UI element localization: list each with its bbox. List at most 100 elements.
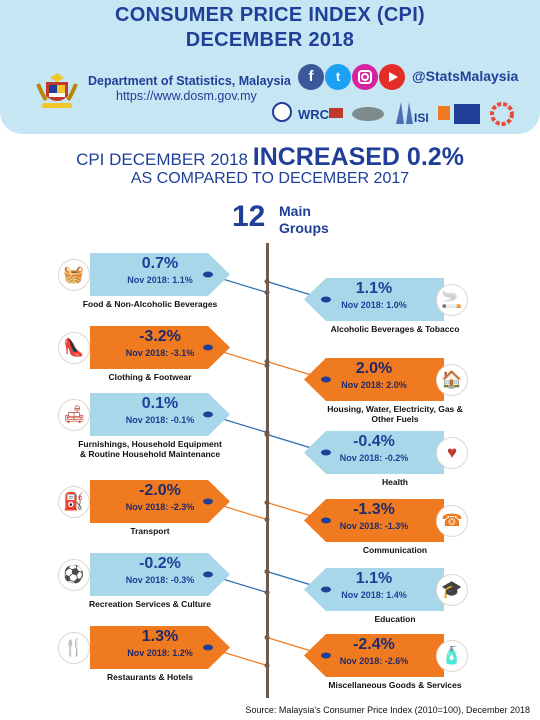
group-value: -2.4%: [353, 636, 395, 653]
source-note: Source: Malaysia's Consumer Price Index …: [245, 705, 530, 715]
instagram-icon[interactable]: [352, 64, 378, 90]
telephone-icon: ☎: [436, 505, 468, 537]
partner-logo-3: [352, 107, 384, 121]
group-name: Transport: [130, 526, 170, 536]
group-card-shape: [90, 626, 230, 669]
group-value: -3.2%: [139, 328, 181, 345]
restaurant-icon: 🍴: [58, 632, 90, 664]
isi-logo: ISI: [414, 111, 429, 125]
group-prev-month: Nov 2018: -0.1%: [125, 415, 195, 425]
twitter-icon[interactable]: t: [325, 64, 351, 90]
recreation-icon: ⚽: [58, 559, 90, 591]
sdg-wheel-logo: [490, 102, 514, 126]
group-card: -2.0% Nov 2018: -2.3%: [90, 480, 230, 523]
wrc-logo-badge: [329, 108, 343, 118]
groups-label-line2: Groups: [279, 220, 329, 236]
group-card: -0.2% Nov 2018: -0.3%: [90, 553, 230, 596]
group-name: Miscellaneous Goods & Services: [328, 680, 462, 690]
groups-count: 12: [232, 200, 266, 233]
coat-of-arms-icon: [36, 73, 78, 108]
group-name: Food & Non-Alcoholic Beverages: [82, 299, 218, 309]
toiletries-icon: 🧴: [436, 640, 468, 672]
sofa-icon: 🛋: [58, 399, 90, 431]
group-prev-month: Nov 2018: -0.2%: [339, 453, 409, 463]
timeline-node: [264, 500, 270, 505]
group-prev-month: Nov 2018: -2.3%: [125, 502, 195, 512]
group-value: -0.2%: [139, 555, 181, 572]
group-prev-month: Nov 2018: 1.2%: [127, 648, 193, 658]
timeline-node: [264, 290, 270, 295]
groups-label: Main Groups: [279, 203, 329, 237]
group-name: Furnishings, Household Equipment & Routi…: [78, 439, 222, 459]
group-card-shape: [90, 553, 230, 596]
group-prev-month: Nov 2018: -3.1%: [125, 348, 195, 358]
group-card-shape: [304, 499, 444, 542]
groups-label-line1: Main: [279, 203, 311, 219]
group-prev-month: Nov 2018: -1.3%: [339, 521, 409, 531]
department-name: Department of Statistics, Malaysia: [88, 74, 291, 88]
group-value: 0.7%: [141, 255, 179, 272]
connector-dot: [321, 517, 331, 524]
group-value: -0.4%: [353, 433, 395, 450]
timeline-node: [264, 590, 270, 595]
group-card-shape: [90, 480, 230, 523]
partner-logo-6: [454, 104, 480, 124]
partner-logos: WRC ISI: [272, 102, 514, 126]
group-card: -0.4% Nov 2018: -0.2%: [304, 431, 444, 474]
group-card-shape: [304, 568, 444, 611]
timeline-node: [264, 517, 270, 522]
timeline-node: [264, 569, 270, 574]
social-handle[interactable]: @StatsMalaysia: [412, 68, 519, 84]
youtube-icon[interactable]: [379, 64, 405, 90]
group-value: 1.1%: [355, 280, 393, 297]
page-title: CONSUMER PRICE INDEX (CPI): [114, 4, 426, 26]
department-website[interactable]: https://www.dosm.gov.my: [116, 89, 257, 103]
timeline-node: [264, 363, 270, 368]
group-card-shape: [90, 326, 230, 369]
group-card-shape: [304, 634, 444, 677]
connector-dot: [203, 271, 213, 278]
timeline-node: [264, 432, 270, 437]
group-card-shape: [90, 393, 230, 436]
group-prev-month: Nov 2018: 2.0%: [341, 380, 407, 390]
group-card: -2.4% Nov 2018: -2.6%: [304, 634, 444, 677]
group-prev-month: Nov 2018: 1.1%: [127, 275, 193, 285]
group-card-shape: [304, 278, 444, 321]
group-card: -3.2% Nov 2018: -3.1%: [90, 326, 230, 369]
connector-dot: [321, 586, 331, 593]
group-value: 1.3%: [141, 628, 179, 645]
connector-dot: [321, 296, 331, 303]
connector-dot: [321, 652, 331, 659]
group-name: Education: [374, 614, 416, 624]
group-name: Clothing & Footwear: [108, 372, 192, 382]
timeline-node: [264, 279, 270, 284]
partner-logo-1: [272, 102, 292, 122]
connector-dot: [321, 376, 331, 383]
group-value: -2.0%: [139, 482, 181, 499]
books-icon: 🎓: [436, 574, 468, 606]
connector-dot: [203, 498, 213, 505]
group-card: -1.3% Nov 2018: -1.3%: [304, 499, 444, 542]
group-card-shape: [90, 253, 230, 296]
group-card: 1.3% Nov 2018: 1.2%: [90, 626, 230, 669]
group-name: Restaurants & Hotels: [107, 672, 193, 682]
group-card: 1.1% Nov 2018: 1.0%: [304, 278, 444, 321]
facebook-icon[interactable]: f: [298, 64, 324, 90]
connector-dot: [321, 449, 331, 456]
group-value: 1.1%: [355, 570, 393, 587]
group-name: Alcoholic Beverages & Tobacco: [330, 324, 460, 334]
headline-line1: CPI DECEMBER 2018 INCREASED 0.2%: [0, 143, 540, 172]
timeline-node: [264, 663, 270, 668]
group-value: 2.0%: [355, 360, 393, 377]
connector-dot: [203, 571, 213, 578]
wrc-logo: WRC: [298, 107, 330, 122]
connector-dot: [203, 644, 213, 651]
timeline-node: [264, 635, 270, 640]
group-prev-month: Nov 2018: -0.3%: [125, 575, 195, 585]
connector-dot: [203, 411, 213, 418]
group-card-shape: [304, 431, 444, 474]
group-card: 1.1% Nov 2018: 1.4%: [304, 568, 444, 611]
group-name: Communication: [362, 545, 428, 555]
house-icon: 🏠: [436, 364, 468, 396]
group-name: Housing, Water, Electricity, Gas & Other…: [327, 404, 463, 424]
